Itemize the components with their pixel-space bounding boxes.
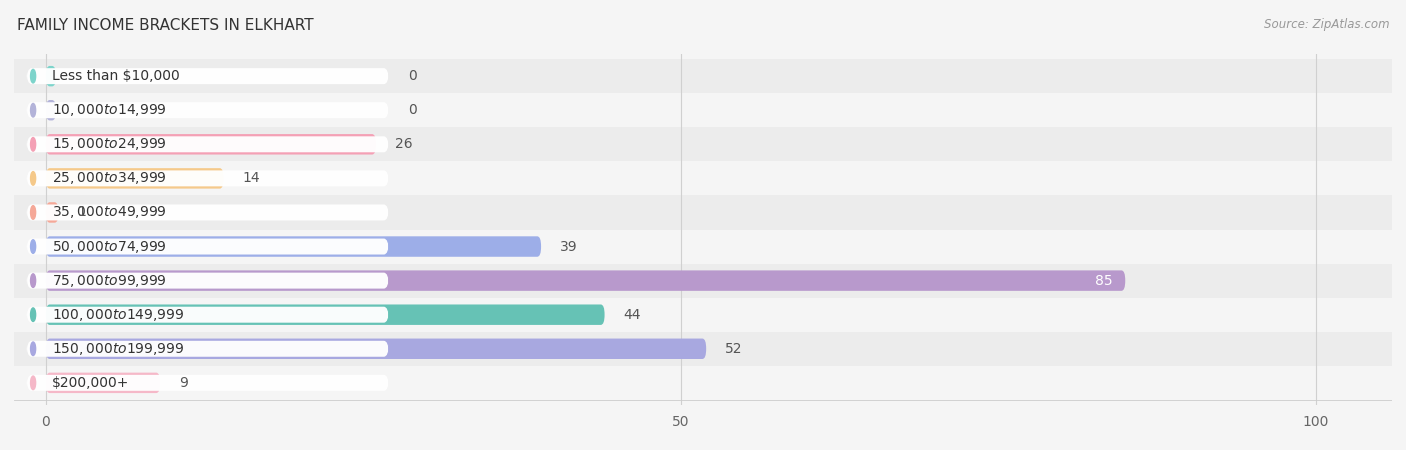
Bar: [14, 264, 1392, 297]
Bar: [14, 93, 1392, 127]
FancyBboxPatch shape: [46, 168, 224, 189]
Text: $10,000 to $14,999: $10,000 to $14,999: [52, 102, 167, 118]
FancyBboxPatch shape: [27, 171, 388, 186]
FancyBboxPatch shape: [46, 338, 706, 359]
FancyBboxPatch shape: [27, 102, 388, 118]
FancyBboxPatch shape: [46, 270, 1125, 291]
Text: $100,000 to $149,999: $100,000 to $149,999: [52, 307, 184, 323]
Text: 0: 0: [408, 69, 416, 83]
Circle shape: [31, 104, 35, 117]
Circle shape: [31, 240, 35, 253]
Bar: [14, 162, 1392, 195]
Text: 1: 1: [77, 206, 86, 220]
FancyBboxPatch shape: [46, 373, 160, 393]
Text: 44: 44: [624, 308, 641, 322]
FancyBboxPatch shape: [27, 136, 388, 152]
Bar: [14, 127, 1392, 162]
Text: 0: 0: [408, 103, 416, 117]
FancyBboxPatch shape: [27, 204, 388, 220]
Bar: [14, 59, 1392, 93]
Circle shape: [31, 376, 35, 390]
Text: $50,000 to $74,999: $50,000 to $74,999: [52, 238, 167, 255]
Circle shape: [31, 206, 35, 219]
Text: 52: 52: [725, 342, 742, 356]
Text: $200,000+: $200,000+: [52, 376, 129, 390]
Text: 39: 39: [560, 239, 578, 253]
Circle shape: [31, 171, 35, 185]
FancyBboxPatch shape: [27, 238, 388, 255]
FancyBboxPatch shape: [46, 100, 56, 121]
Bar: [14, 332, 1392, 366]
Text: 85: 85: [1095, 274, 1112, 288]
FancyBboxPatch shape: [27, 307, 388, 323]
Bar: [14, 195, 1392, 230]
Circle shape: [31, 308, 35, 321]
Circle shape: [31, 138, 35, 151]
Text: FAMILY INCOME BRACKETS IN ELKHART: FAMILY INCOME BRACKETS IN ELKHART: [17, 18, 314, 33]
Text: $25,000 to $34,999: $25,000 to $34,999: [52, 171, 167, 186]
Circle shape: [31, 69, 35, 83]
Text: 9: 9: [179, 376, 188, 390]
Text: Source: ZipAtlas.com: Source: ZipAtlas.com: [1264, 18, 1389, 31]
Text: $75,000 to $99,999: $75,000 to $99,999: [52, 273, 167, 288]
Bar: [14, 230, 1392, 264]
Circle shape: [31, 342, 35, 356]
Bar: [14, 366, 1392, 400]
FancyBboxPatch shape: [46, 134, 375, 154]
Text: $15,000 to $24,999: $15,000 to $24,999: [52, 136, 167, 152]
FancyBboxPatch shape: [27, 68, 388, 84]
Text: 26: 26: [395, 137, 413, 151]
Text: Less than $10,000: Less than $10,000: [52, 69, 180, 83]
Text: $35,000 to $49,999: $35,000 to $49,999: [52, 204, 167, 220]
FancyBboxPatch shape: [46, 202, 59, 223]
Circle shape: [31, 274, 35, 288]
FancyBboxPatch shape: [27, 375, 388, 391]
FancyBboxPatch shape: [27, 341, 388, 357]
Text: 14: 14: [243, 171, 260, 185]
Bar: [14, 297, 1392, 332]
FancyBboxPatch shape: [46, 66, 56, 86]
FancyBboxPatch shape: [27, 273, 388, 288]
FancyBboxPatch shape: [46, 305, 605, 325]
FancyBboxPatch shape: [46, 236, 541, 257]
Text: $150,000 to $199,999: $150,000 to $199,999: [52, 341, 184, 357]
